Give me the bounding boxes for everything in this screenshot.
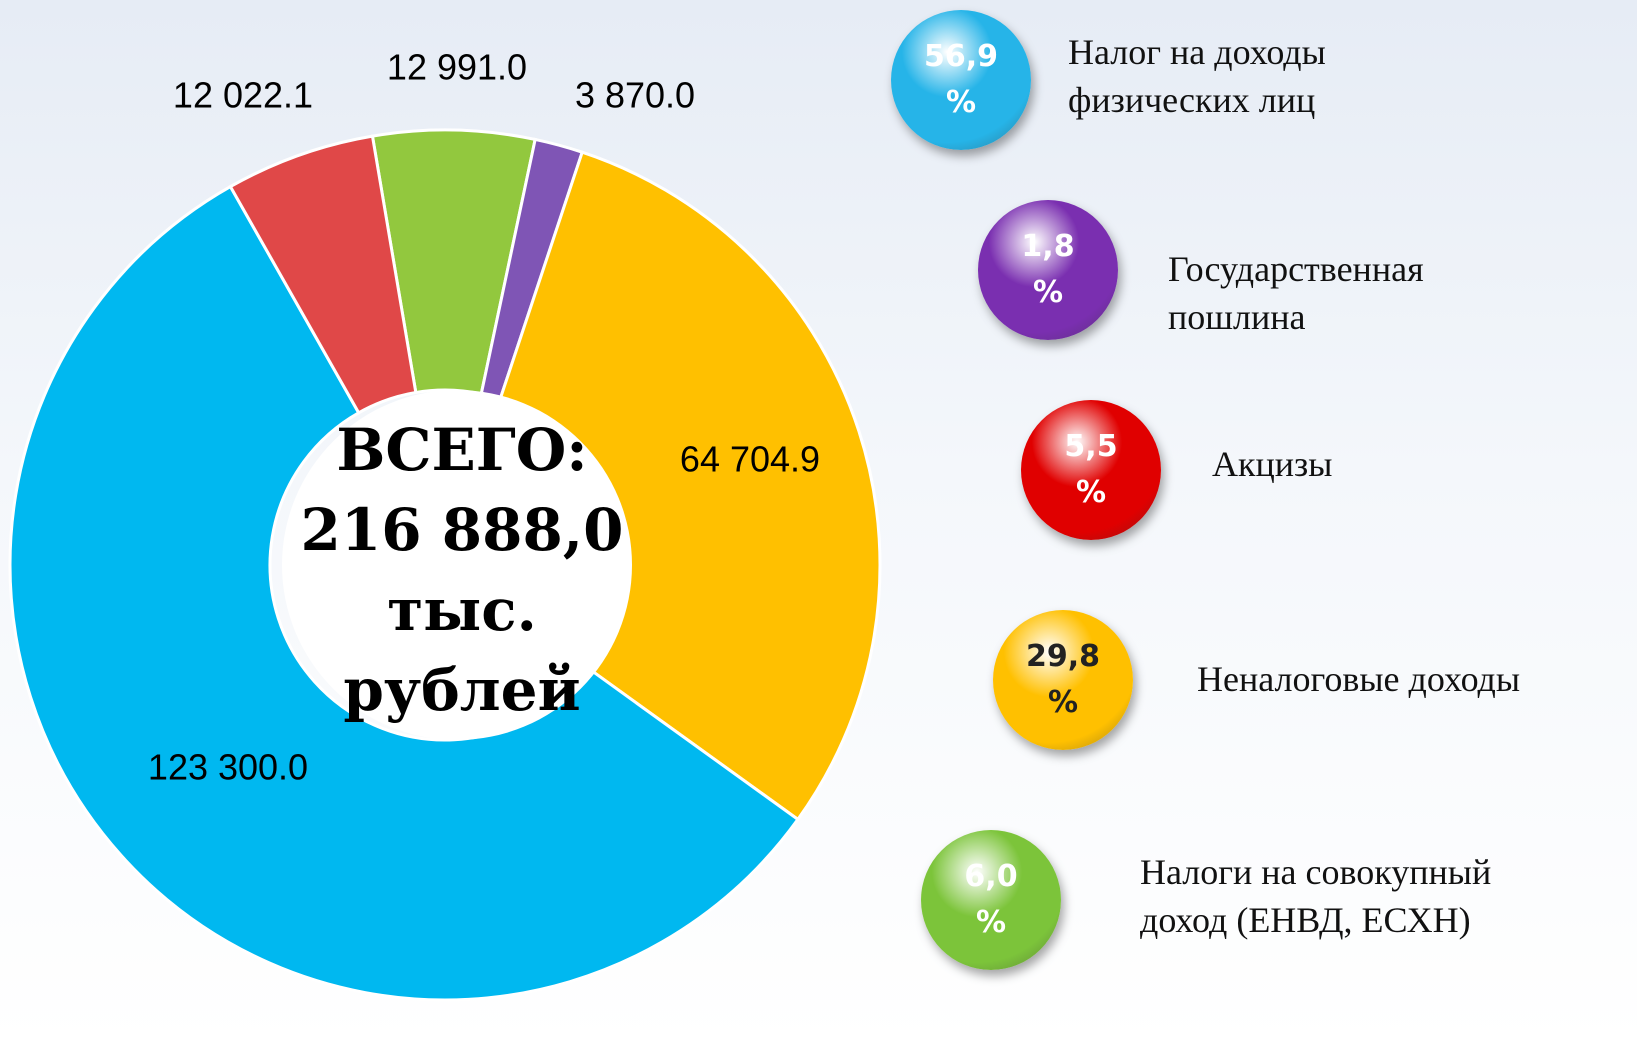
legend-bubble: 6,0 % [921,830,1061,970]
legend-bubble: 1,8 % [978,200,1118,340]
donut-chart: 12 991.0 3 870.0 64 704.9 123 300.0 12 022.1… [8,47,882,1002]
legend-label: Налог на доходы физических лиц [1068,32,1326,120]
legend-bubble: 56,9 % [891,10,1031,150]
center-text: 216 888,0 [301,496,624,564]
legend-bubble: 29,8 % [993,610,1133,750]
value-label: 64 704.9 [680,439,820,480]
center-text: рублей [343,656,580,724]
value-label: 3 870.0 [575,75,695,116]
legend-label: Неналоговые доходы [1197,659,1521,699]
legend-bubble: 5,5 % [1021,400,1161,540]
value-label: 123 300.0 [148,747,308,788]
legend-label: Акцизы [1212,444,1333,484]
value-label: 12 991.0 [387,47,527,88]
value-label: 12 022.1 [173,75,313,116]
center-text: ВСЕГО: [336,416,587,484]
donut-slice [228,134,418,415]
center-text: тыс. [387,576,537,644]
legend-label: Государственная пошлина [1168,249,1424,337]
legend-label: Налоги на совокупный доход (ЕНВД, ЕСХН) [1140,852,1492,940]
donut-hole [282,390,632,740]
donut-slice [8,184,800,1002]
